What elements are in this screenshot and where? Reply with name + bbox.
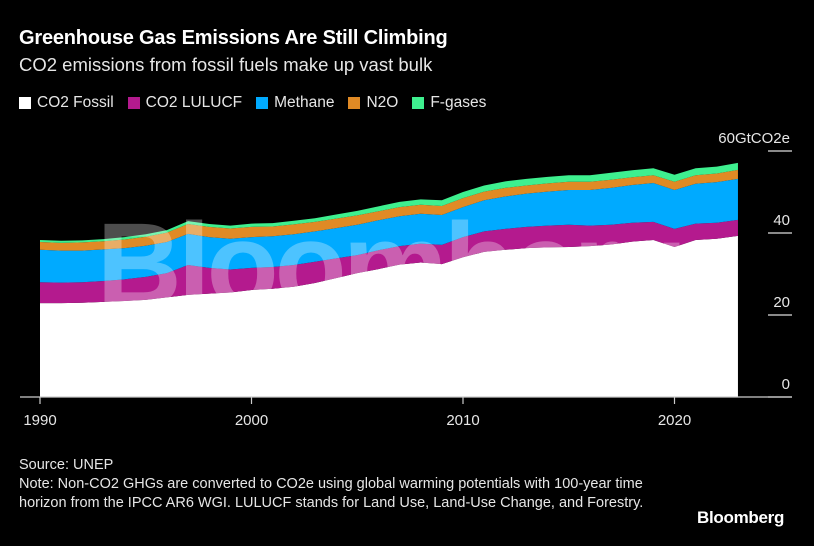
legend-swatch: [412, 97, 425, 109]
legend-label: CO2 Fossil: [37, 94, 114, 111]
y-tick-label: 20: [773, 294, 790, 311]
chart-subtitle: CO2 emissions from fossil fuels make up …: [19, 54, 433, 75]
legend: CO2 Fossil CO2 LULUCF Methane N2O F-gases: [19, 94, 486, 112]
chart-title: Greenhouse Gas Emissions Are Still Climb…: [19, 27, 448, 49]
footnotes: Source: UNEP Note: Non-CO2 GHGs are conv…: [19, 456, 659, 513]
bloomberg-logo: Bloomberg: [697, 508, 785, 527]
legend-item: Methane: [256, 94, 334, 112]
legend-label: Methane: [274, 94, 335, 111]
y-tick-label: 40: [773, 212, 790, 229]
area-co2-lulucf: [40, 219, 738, 304]
source-text: Source: UNEP: [19, 457, 114, 473]
y-tick-label: 0: [782, 376, 790, 393]
legend-item: CO2 Fossil: [19, 94, 114, 112]
legend-item: CO2 LULUCF: [127, 94, 243, 112]
legend-label: F-gases: [430, 94, 487, 111]
note-text: Note: Non-CO2 GHGs are converted to CO2e…: [19, 476, 644, 511]
x-tick-label: 2020: [658, 412, 691, 429]
x-tick-label: 1990: [23, 412, 56, 429]
area-methane: [40, 178, 738, 283]
watermark: Bloomberg: [97, 199, 684, 331]
legend-swatch: [348, 97, 361, 109]
legend-label: N2O: [366, 94, 399, 111]
legend-item: F-gases: [412, 94, 486, 112]
x-tick-label: 2010: [446, 412, 479, 429]
x-tick-label: 2000: [235, 412, 268, 429]
legend-swatch: [19, 97, 31, 109]
legend-swatch: [256, 97, 269, 109]
legend-swatch: [127, 97, 140, 109]
legend-label: CO2 LULUCF: [145, 94, 243, 111]
legend-item: N2O: [348, 94, 398, 112]
y-tick-label: 60GtCO2e: [718, 130, 790, 147]
area-co2-fossil: [40, 235, 738, 397]
area-n2o: [40, 169, 738, 251]
